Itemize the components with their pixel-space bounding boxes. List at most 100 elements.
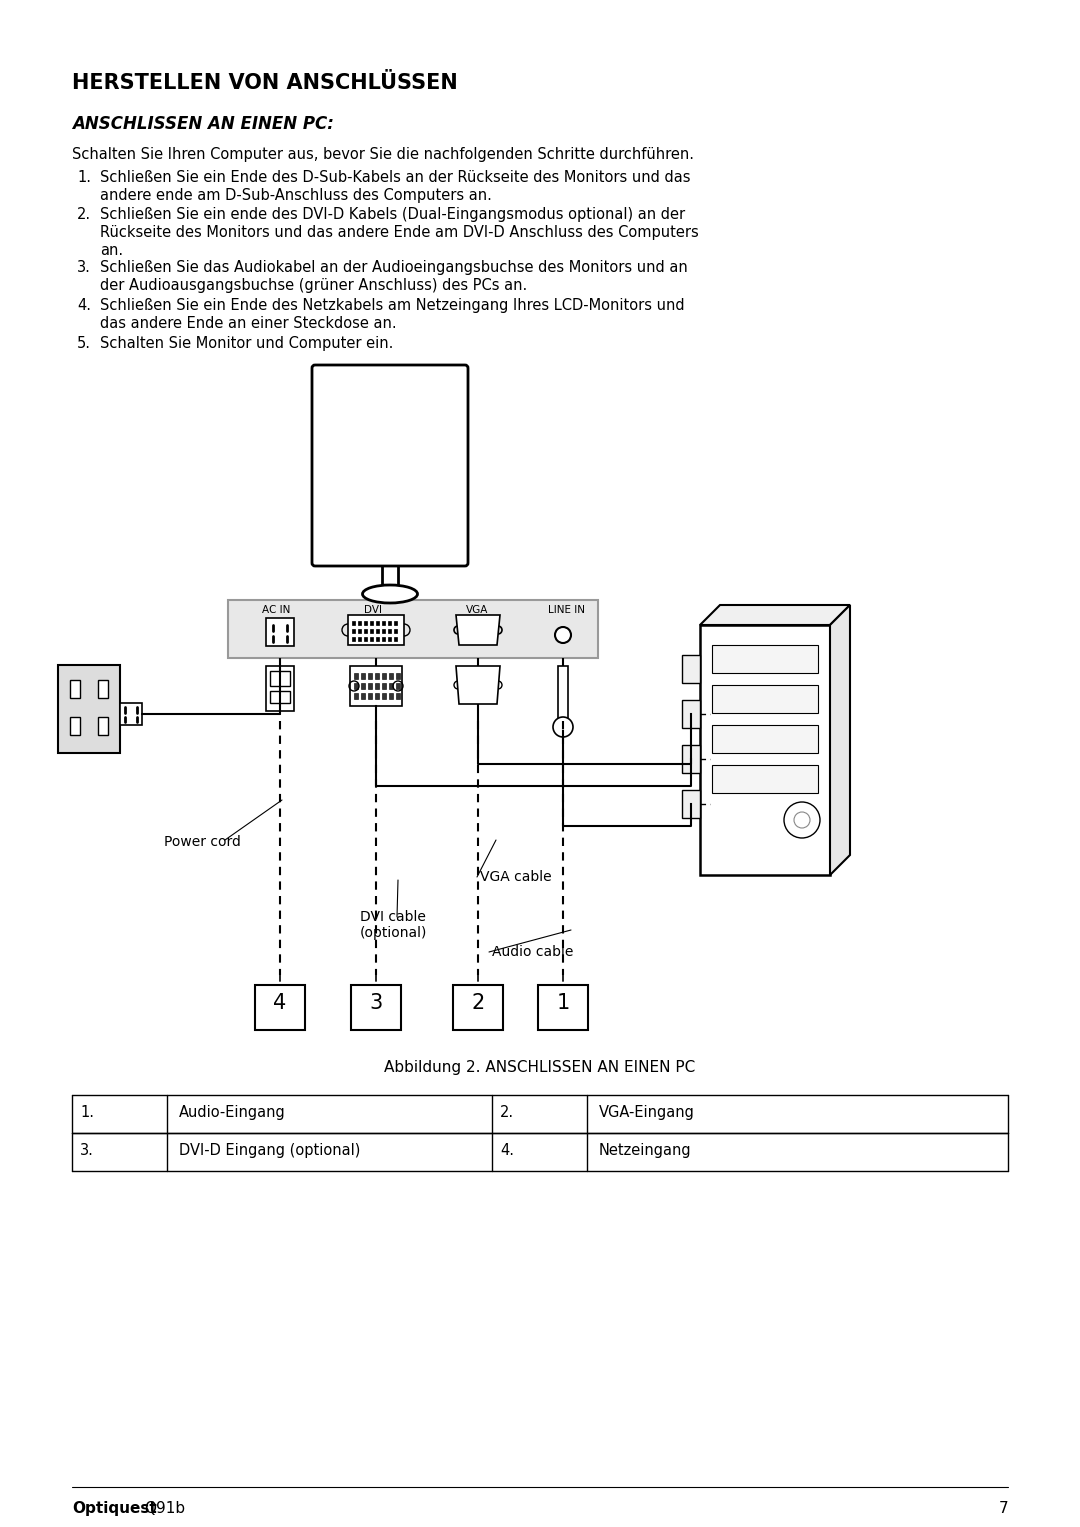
Bar xyxy=(388,629,391,634)
Text: Netzeingang: Netzeingang xyxy=(599,1144,691,1157)
Bar xyxy=(255,985,305,1031)
Text: ANSCHLISSEN AN EINEN PC:: ANSCHLISSEN AN EINEN PC: xyxy=(72,115,334,133)
Text: Optiquest: Optiquest xyxy=(72,1501,157,1516)
Text: Schalten Sie Monitor und Computer ein.: Schalten Sie Monitor und Computer ein. xyxy=(100,336,393,351)
Circle shape xyxy=(481,690,484,693)
Text: Schließen Sie ein Ende des D-Sub-Kabels an der Rückseite des Monitors und das: Schließen Sie ein Ende des D-Sub-Kabels … xyxy=(100,169,690,185)
Bar xyxy=(382,621,384,625)
Bar xyxy=(355,412,426,502)
Text: 1.: 1. xyxy=(80,1106,94,1119)
Circle shape xyxy=(467,629,470,632)
Circle shape xyxy=(473,637,476,640)
Bar xyxy=(394,629,397,634)
Bar xyxy=(375,673,379,680)
Bar xyxy=(348,615,404,644)
Circle shape xyxy=(487,620,490,623)
Bar xyxy=(681,699,700,728)
Text: VGA: VGA xyxy=(465,605,488,615)
Text: 4.: 4. xyxy=(77,298,91,313)
Bar xyxy=(558,666,568,721)
Bar xyxy=(368,673,372,680)
Bar xyxy=(361,683,365,689)
Circle shape xyxy=(467,637,470,640)
Circle shape xyxy=(467,690,470,693)
Polygon shape xyxy=(456,615,500,644)
Circle shape xyxy=(555,628,571,643)
Bar xyxy=(370,629,373,634)
Bar xyxy=(376,621,379,625)
Circle shape xyxy=(459,637,462,640)
Bar xyxy=(712,765,818,793)
Bar xyxy=(266,618,294,646)
Circle shape xyxy=(399,417,406,425)
Bar xyxy=(382,629,384,634)
Bar xyxy=(351,985,401,1031)
Bar xyxy=(453,985,503,1031)
Bar xyxy=(388,621,391,625)
Bar xyxy=(375,683,379,689)
Bar xyxy=(352,621,355,625)
Bar xyxy=(375,693,379,699)
Bar xyxy=(368,693,372,699)
Ellipse shape xyxy=(363,585,418,603)
Text: DVI-D Eingang (optional): DVI-D Eingang (optional) xyxy=(179,1144,361,1157)
Bar xyxy=(98,718,108,734)
Bar xyxy=(228,600,598,658)
Bar xyxy=(376,637,379,641)
Bar xyxy=(270,670,291,686)
Text: 1: 1 xyxy=(556,993,569,1012)
Circle shape xyxy=(459,620,462,623)
Bar xyxy=(98,680,108,698)
Bar xyxy=(389,673,393,680)
Text: Schalten Sie Ihren Computer aus, bevor Sie die nachfolgenden Schritte durchführe: Schalten Sie Ihren Computer aus, bevor S… xyxy=(72,147,694,162)
FancyBboxPatch shape xyxy=(312,365,468,567)
Text: Schließen Sie ein Ende des Netzkabels am Netzeingang Ihres LCD-Monitors und: Schließen Sie ein Ende des Netzkabels am… xyxy=(100,298,685,313)
Text: 2.: 2. xyxy=(77,208,91,221)
Bar xyxy=(354,683,357,689)
Bar xyxy=(376,629,379,634)
Circle shape xyxy=(459,690,462,693)
Circle shape xyxy=(481,629,484,632)
Text: 5.: 5. xyxy=(77,336,91,351)
Bar xyxy=(364,629,367,634)
Text: HERSTELLEN VON ANSCHLÜSSEN: HERSTELLEN VON ANSCHLÜSSEN xyxy=(72,73,458,93)
Bar xyxy=(354,693,357,699)
Bar xyxy=(357,637,361,641)
Circle shape xyxy=(467,620,470,623)
Text: Audio-Eingang: Audio-Eingang xyxy=(179,1106,286,1119)
Bar xyxy=(396,683,400,689)
Text: Q91b: Q91b xyxy=(144,1501,185,1516)
Circle shape xyxy=(459,629,462,632)
Circle shape xyxy=(553,718,573,738)
Circle shape xyxy=(481,620,484,623)
Bar xyxy=(120,702,141,725)
Bar xyxy=(270,692,291,702)
Circle shape xyxy=(399,473,406,483)
Bar xyxy=(712,725,818,753)
Text: 3.: 3. xyxy=(80,1144,94,1157)
Text: VGA-Eingang: VGA-Eingang xyxy=(599,1106,694,1119)
Circle shape xyxy=(481,672,484,675)
Bar xyxy=(375,434,405,463)
Text: VGA cable: VGA cable xyxy=(480,870,552,884)
Bar xyxy=(396,673,400,680)
Bar xyxy=(364,637,367,641)
Text: 7: 7 xyxy=(998,1501,1008,1516)
Bar xyxy=(396,693,400,699)
Circle shape xyxy=(473,620,476,623)
Circle shape xyxy=(473,681,476,684)
Bar xyxy=(382,683,386,689)
Bar xyxy=(357,621,361,625)
Circle shape xyxy=(481,681,484,684)
Bar xyxy=(394,637,397,641)
Bar xyxy=(712,644,818,673)
Polygon shape xyxy=(456,666,500,704)
Circle shape xyxy=(467,672,470,675)
Bar xyxy=(382,673,386,680)
Bar xyxy=(361,673,365,680)
Circle shape xyxy=(473,690,476,693)
Bar xyxy=(389,693,393,699)
Text: 4: 4 xyxy=(273,993,286,1012)
Text: DVI cable
(optional): DVI cable (optional) xyxy=(360,910,428,941)
Bar xyxy=(382,693,386,699)
